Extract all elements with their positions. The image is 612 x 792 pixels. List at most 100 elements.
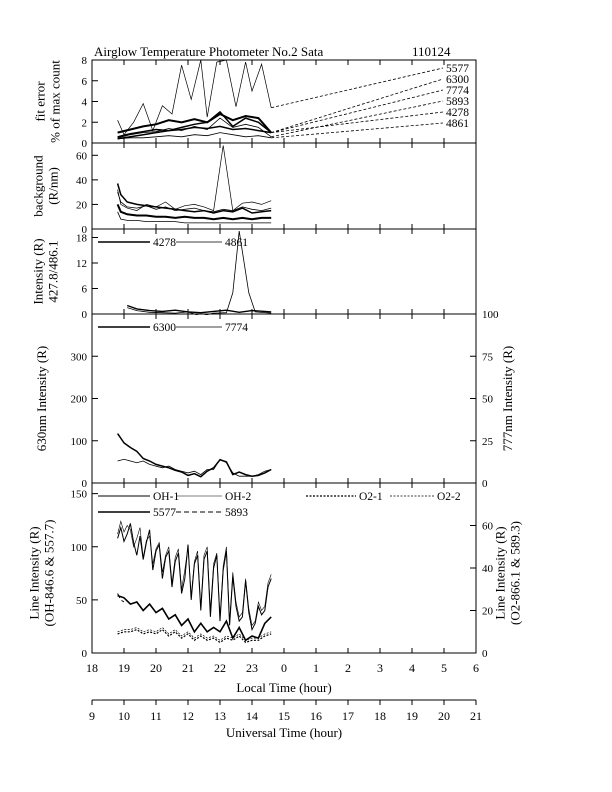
background-y-tick-label: 40	[76, 175, 88, 187]
intensity-427-y-tick-label: 12	[76, 258, 87, 270]
local-time-tick-label: 19	[118, 661, 130, 675]
universal-time-tick-label: 17	[342, 709, 354, 723]
panel-frame-5	[91, 482, 477, 654]
intensity-427-ylabel: Intensity (R)	[31, 238, 46, 304]
local-time-tick-label: 2	[345, 661, 351, 675]
background-ylabel: (R/nm)	[46, 167, 61, 205]
background-ylabel: background	[31, 155, 46, 217]
fit-error-legend-4278: 4278	[446, 107, 469, 119]
fit-error-y-tick-label: 6	[82, 76, 88, 88]
legend-OH-1-label: OH-1	[153, 491, 179, 503]
fit-error-legend-5893: 5893	[446, 96, 469, 108]
legend-7774-label: 7774	[225, 322, 248, 334]
line-intensity-ylabel: Line Intensity (R)	[27, 526, 42, 619]
intensity-427-series-4278	[126, 304, 272, 314]
fit-error-legend-4861: 4861	[446, 118, 469, 130]
intensity-777-y-tick-label: 0	[482, 478, 488, 490]
universal-time-tick-label: 11	[150, 709, 162, 723]
line-intensity-ylabel: (OH-846.6 & 557.7)	[42, 520, 57, 627]
intensity-630-y-tick-label: 0	[82, 478, 88, 490]
intensity-777-y-tick-label: 50	[482, 394, 494, 406]
background-series-5	[117, 211, 272, 224]
fit-error-ylabel: % of max count	[48, 60, 63, 143]
intensity-427-y-tick-label: 18	[76, 233, 88, 245]
intensity-777-y-tick-label: 25	[482, 436, 494, 448]
universal-time-tick-label: 15	[278, 709, 290, 723]
legend-O2-2-label: O2-2	[437, 491, 461, 503]
fit-error-series-5893	[117, 117, 272, 139]
fit-error-legend-6300: 6300	[446, 74, 469, 86]
fit-error-series-6300	[117, 125, 272, 140]
fit-error-legend-leader	[271, 100, 444, 138]
local-time-tick-label: 6	[473, 661, 479, 675]
universal-time-tick-label: 19	[406, 709, 418, 723]
line-intensity-series-O2-2	[117, 627, 272, 641]
line-intensity-series-O2-1	[117, 628, 272, 644]
local-time-tick-label: 22	[214, 661, 226, 675]
figure-date: 110124	[412, 44, 451, 59]
fit-error-ylabel: fit error	[33, 81, 48, 122]
line-intensity-y-tick-label: 100	[71, 542, 88, 554]
universal-time-tick-label: 9	[89, 709, 95, 723]
fit-error-legend-leader	[271, 122, 444, 139]
o2-intensity-y-tick-label: 20	[482, 606, 494, 618]
intensity-630-y-tick-label: 300	[71, 351, 88, 363]
background-y-tick-label: 0	[82, 224, 88, 236]
fit-error-series-4861	[117, 132, 272, 140]
fit-error-y-tick-label: 2	[82, 117, 88, 129]
local-time-tick-label: 21	[182, 661, 194, 675]
legend-5893-label: 5893	[225, 507, 248, 519]
fit-error-y-tick-label: 0	[82, 138, 88, 150]
fit-error-series-7774	[117, 110, 272, 138]
legend-5577-label: 5577	[153, 507, 176, 519]
figure-title: Airglow Temperature Photometer No.2 Sata	[94, 44, 324, 59]
local-time-tick-label: 18	[86, 661, 98, 675]
local-time-tick-label: 3	[377, 661, 383, 675]
universal-time-tick-label: 16	[310, 709, 322, 723]
line-intensity-series-OH-2	[117, 520, 272, 627]
intensity-427-ylabel: 427.8/486.1	[46, 240, 61, 302]
o2-intensity-ylabel: (O2-866.1 & 589.3)	[508, 521, 523, 625]
local-time-tick-label: 5	[441, 661, 447, 675]
fit-error-legend-leader	[271, 78, 444, 134]
fit-error-series-5577	[117, 59, 272, 136]
universal-time-tick-label: 10	[118, 709, 130, 723]
intensity-630-y-tick-label: 100	[71, 436, 88, 448]
background-series-3	[117, 145, 272, 212]
legend-4278-label: 4278	[153, 237, 176, 249]
intensity-630-y-tick-label: 200	[71, 394, 88, 406]
o2-intensity-ylabel: Line Intensity (R)	[493, 526, 508, 619]
fit-error-legend-leader	[271, 89, 444, 134]
local-time-xlabel: Local Time (hour)	[236, 680, 331, 695]
universal-time-tick-label: 18	[374, 709, 386, 723]
fit-error-legend-leader	[271, 111, 444, 134]
fit-error-legend-5577: 5577	[446, 63, 469, 75]
fit-error-legend-leader	[271, 67, 444, 109]
background-series-1	[116, 183, 272, 214]
background-series-2	[117, 191, 272, 213]
universal-time-tick-label: 12	[182, 709, 194, 723]
intensity-427-series-4861	[127, 231, 272, 315]
local-time-tick-label: 23	[246, 661, 258, 675]
legend-6300-label: 6300	[153, 322, 176, 334]
fit-error-series-4278	[117, 112, 272, 134]
intensity-777-y-tick-label: 100	[482, 309, 499, 321]
o2-intensity-y-tick-label: 60	[482, 521, 494, 533]
o2-intensity-y-tick-label: 0	[482, 648, 488, 660]
fit-error-y-tick-label: 4	[82, 97, 88, 109]
intensity-777-series	[117, 458, 272, 477]
line-intensity-y-tick-label: 0	[82, 648, 88, 660]
universal-time-tick-label: 20	[438, 709, 450, 723]
background-series-4	[116, 204, 272, 221]
universal-time-tick-label: 13	[214, 709, 226, 723]
background-y-tick-label: 20	[76, 199, 88, 211]
intensity-777-ylabel: 777nm Intensity (R)	[500, 346, 515, 451]
panel-frame-4	[91, 313, 477, 484]
legend-O2-1-label: O2-1	[359, 491, 383, 503]
legend-OH-2-label: OH-2	[225, 491, 251, 503]
line-intensity-y-tick-label: 50	[76, 595, 88, 607]
local-time-tick-label: 1	[313, 661, 319, 675]
universal-time-tick-label: 14	[246, 709, 258, 723]
